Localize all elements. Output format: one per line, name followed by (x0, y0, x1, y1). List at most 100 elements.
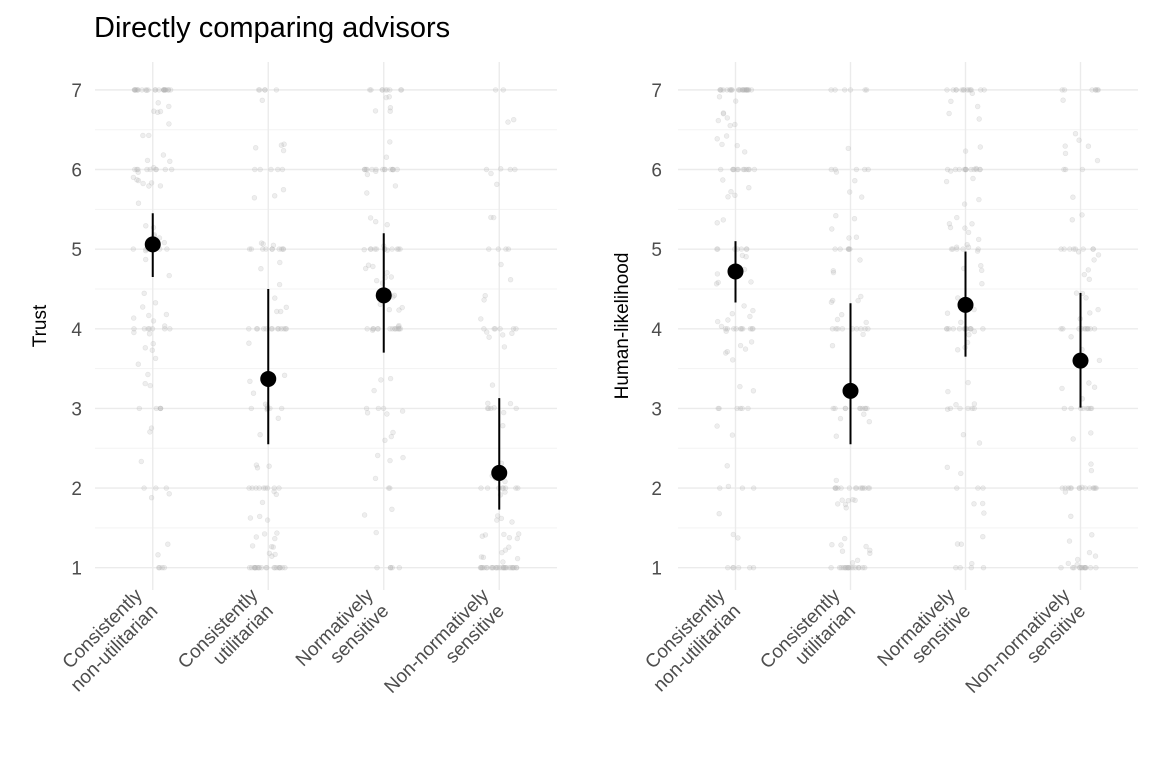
jitter-point (280, 246, 286, 252)
jitter-point (481, 297, 487, 303)
jitter-point (372, 246, 378, 252)
jitter-point (505, 246, 512, 252)
jitter-point (167, 326, 173, 332)
jitter-point (722, 326, 729, 332)
jitter-point (166, 121, 172, 127)
jitter-point (965, 244, 972, 250)
jitter-point (1062, 143, 1068, 149)
jitter-point (368, 87, 374, 93)
jitter-point (1067, 246, 1073, 252)
jitter-point (268, 166, 274, 173)
jitter-point (845, 564, 851, 571)
jitter-point (1078, 564, 1085, 571)
jitter-point (509, 564, 516, 571)
jitter-point (483, 166, 490, 173)
jitter-point (135, 177, 142, 184)
jitter-point (369, 327, 376, 333)
jitter-point (387, 139, 393, 145)
jitter-point (1058, 564, 1064, 571)
jitter-point (745, 166, 751, 173)
jitter-point (838, 312, 845, 318)
jitter-point (966, 332, 972, 338)
jitter-point (960, 246, 966, 252)
jitter-point (141, 326, 148, 332)
mean-point (727, 263, 744, 280)
jitter-point (140, 304, 146, 310)
jitter-point (746, 166, 752, 173)
jitter-point (967, 87, 974, 93)
jitter-point (1095, 87, 1101, 93)
jitter-point (283, 304, 289, 310)
jitter-point (857, 257, 863, 263)
jitter-point (862, 405, 869, 412)
jitter-point (156, 564, 162, 571)
jitter-point (961, 201, 968, 207)
jitter-point (155, 100, 161, 106)
jitter-point (373, 168, 379, 175)
jitter-point (854, 557, 861, 563)
jitter-point (141, 290, 147, 296)
jitter-point (741, 166, 747, 173)
jitter-point (477, 564, 484, 571)
jitter-point (256, 564, 262, 571)
jitter-point (479, 533, 485, 539)
jitter-point (958, 541, 964, 547)
jitter-point (1087, 326, 1094, 332)
jitter-point (375, 452, 381, 459)
jitter-point (1058, 326, 1064, 332)
jitter-point (493, 564, 499, 571)
jitter-point (252, 166, 258, 173)
jitter-point (1082, 564, 1088, 571)
jitter-point (1086, 485, 1093, 491)
jitter-point (847, 87, 854, 93)
jitter-point (361, 247, 367, 253)
jitter-point (513, 485, 519, 491)
jitter-point (478, 564, 484, 571)
jitter-point (156, 564, 163, 571)
jitter-point (847, 246, 853, 252)
jitter-point (384, 247, 390, 253)
jitter-point (971, 328, 977, 335)
jitter-point (374, 326, 381, 332)
jitter-point (153, 485, 159, 491)
jitter-point (367, 87, 373, 93)
jitter-point (364, 171, 371, 178)
jitter-point (1088, 467, 1095, 474)
jitter-point (724, 349, 730, 355)
jitter-point (502, 547, 509, 553)
jitter-point (396, 564, 402, 571)
jitter-point (252, 564, 258, 571)
jitter-point (254, 326, 261, 332)
jitter-point (505, 119, 511, 125)
jitter-point (852, 564, 859, 571)
jitter-point (491, 326, 497, 332)
jitter-point (502, 564, 508, 571)
jitter-point (388, 433, 394, 440)
jitter-point (509, 519, 515, 525)
jitter-point (1081, 271, 1088, 278)
jitter-point (725, 194, 731, 200)
y-tick-label: 7 (71, 81, 82, 102)
jitter-point (947, 224, 954, 231)
jitter-point (507, 166, 513, 173)
jitter-point (496, 564, 503, 571)
jitter-point (279, 166, 286, 173)
jitter-point (489, 382, 496, 388)
jitter-point (147, 166, 153, 173)
jitter-point (832, 246, 838, 252)
jitter-point (501, 344, 508, 350)
jitter-point (968, 564, 974, 571)
jitter-point (748, 339, 755, 345)
jitter-point (956, 166, 962, 173)
jitter-point (135, 169, 141, 175)
jitter-point (740, 87, 747, 93)
jitter-point (848, 564, 854, 571)
jitter-point (978, 263, 984, 269)
jitter-point (1071, 564, 1077, 571)
jitter-point (141, 485, 147, 491)
jitter-point (829, 343, 836, 349)
mean-point (842, 382, 859, 399)
jitter-point (134, 177, 140, 183)
jitter-point (852, 485, 859, 491)
jitter-point (276, 281, 283, 288)
